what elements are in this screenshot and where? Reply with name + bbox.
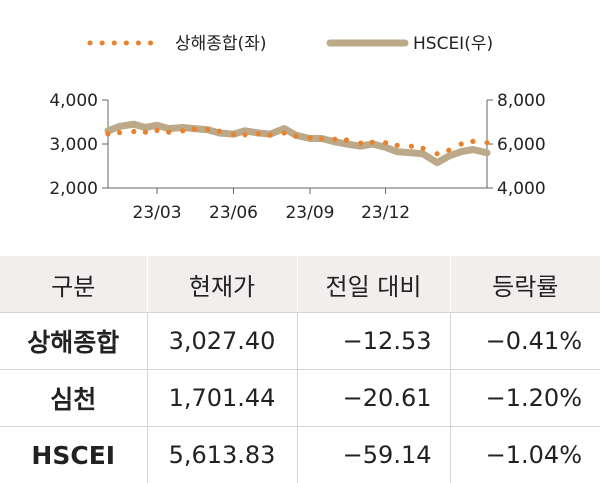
series-point-shanghai: [117, 130, 122, 135]
series-point-shanghai: [358, 141, 363, 146]
table-row: 심천 1,701.44 −20.61 −1.20%: [0, 370, 600, 427]
row-rate: −1.04%: [450, 427, 600, 483]
chart-svg: 상해종합(좌) HSCEI(우) 2,000 3,000 4,000 4,000 6,…: [0, 0, 600, 250]
y-left-tick-label: 2,000: [49, 179, 98, 199]
series-point-shanghai: [332, 137, 337, 142]
series-point-shanghai: [395, 143, 400, 148]
y-left-ticks: 2,000 3,000 4,000: [49, 91, 108, 199]
table-row: 상해종합 3,027.40 −12.53 −0.41%: [0, 313, 600, 370]
series-point-shanghai: [231, 132, 236, 137]
row-price: 1,701.44: [147, 370, 297, 427]
row-change: −20.61: [297, 370, 450, 427]
x-tick-label: 23/12: [361, 203, 410, 223]
legend-item-shanghai: 상해종합(좌): [90, 34, 266, 54]
y-right-tick-label: 6,000: [497, 135, 546, 155]
series-point-shanghai: [180, 128, 185, 133]
row-price: 3,027.40: [147, 313, 297, 370]
series-point-shanghai: [131, 129, 136, 134]
series-point-shanghai: [154, 128, 159, 133]
row-change: −59.14: [297, 427, 450, 483]
index-chart: 상해종합(좌) HSCEI(우) 2,000 3,000 4,000 4,000 6,…: [0, 0, 600, 250]
series-point-shanghai: [256, 131, 261, 136]
y-right-tick-label: 8,000: [497, 91, 546, 111]
series-point-shanghai: [344, 137, 349, 142]
series-point-shanghai: [459, 141, 464, 146]
series-point-shanghai: [205, 127, 210, 132]
series-point-shanghai: [446, 148, 451, 153]
series-point-shanghai: [484, 140, 489, 145]
series-point-shanghai: [268, 133, 273, 138]
legend-label-shanghai: 상해종합(좌): [175, 34, 266, 54]
series-point-shanghai: [217, 129, 222, 134]
y-right-ticks: 4,000 6,000 8,000: [487, 91, 546, 199]
series-point-shanghai: [470, 139, 475, 144]
series-point-shanghai: [409, 144, 414, 149]
series-point-shanghai: [383, 140, 388, 145]
series-line-shanghai: [105, 126, 489, 156]
table-header-row: 구분 현재가 전일 대비 등락률: [0, 256, 600, 313]
row-name: 상해종합: [0, 313, 147, 370]
row-name: 심천: [0, 370, 147, 427]
axes: [108, 100, 487, 188]
series-point-shanghai: [243, 132, 248, 137]
header-category: 구분: [0, 256, 147, 313]
quote-table: 구분 현재가 전일 대비 등락률 상해종합 3,027.40 −12.53 −0…: [0, 256, 600, 483]
row-change: −12.53: [297, 313, 450, 370]
y-left-tick-label: 3,000: [49, 135, 98, 155]
x-ticks: 23/03 23/06 23/09 23/12: [133, 188, 411, 223]
header-current-price: 현재가: [147, 256, 297, 313]
series-point-shanghai: [435, 151, 440, 156]
table-row: HSCEI 5,613.83 −59.14 −1.04%: [0, 427, 600, 483]
x-tick-label: 23/06: [209, 203, 258, 223]
row-rate: −1.20%: [450, 370, 600, 427]
series-point-shanghai: [105, 131, 110, 136]
y-left-tick-label: 4,000: [49, 91, 98, 111]
row-name: HSCEI: [0, 427, 147, 483]
legend-label-hscei: HSCEI(우): [413, 34, 493, 54]
legend-item-hscei: HSCEI(우): [330, 34, 493, 54]
series-point-shanghai: [319, 136, 324, 141]
series-point-shanghai: [307, 135, 312, 140]
series-point-shanghai: [143, 130, 148, 135]
x-tick-label: 23/03: [133, 203, 182, 223]
header-rate: 등락률: [450, 256, 600, 313]
series-point-shanghai: [293, 134, 298, 139]
series-point-shanghai: [166, 130, 171, 135]
row-price: 5,613.83: [147, 427, 297, 483]
series-point-shanghai: [370, 140, 375, 145]
series-point-shanghai: [420, 146, 425, 151]
series-point-shanghai: [282, 130, 287, 135]
series-line-hscei: [108, 124, 487, 163]
x-tick-label: 23/09: [285, 203, 334, 223]
header-change: 전일 대비: [297, 256, 450, 313]
row-rate: −0.41%: [450, 313, 600, 370]
legend: 상해종합(좌) HSCEI(우): [90, 34, 493, 54]
series-point-shanghai: [192, 126, 197, 131]
y-right-tick-label: 4,000: [497, 179, 546, 199]
